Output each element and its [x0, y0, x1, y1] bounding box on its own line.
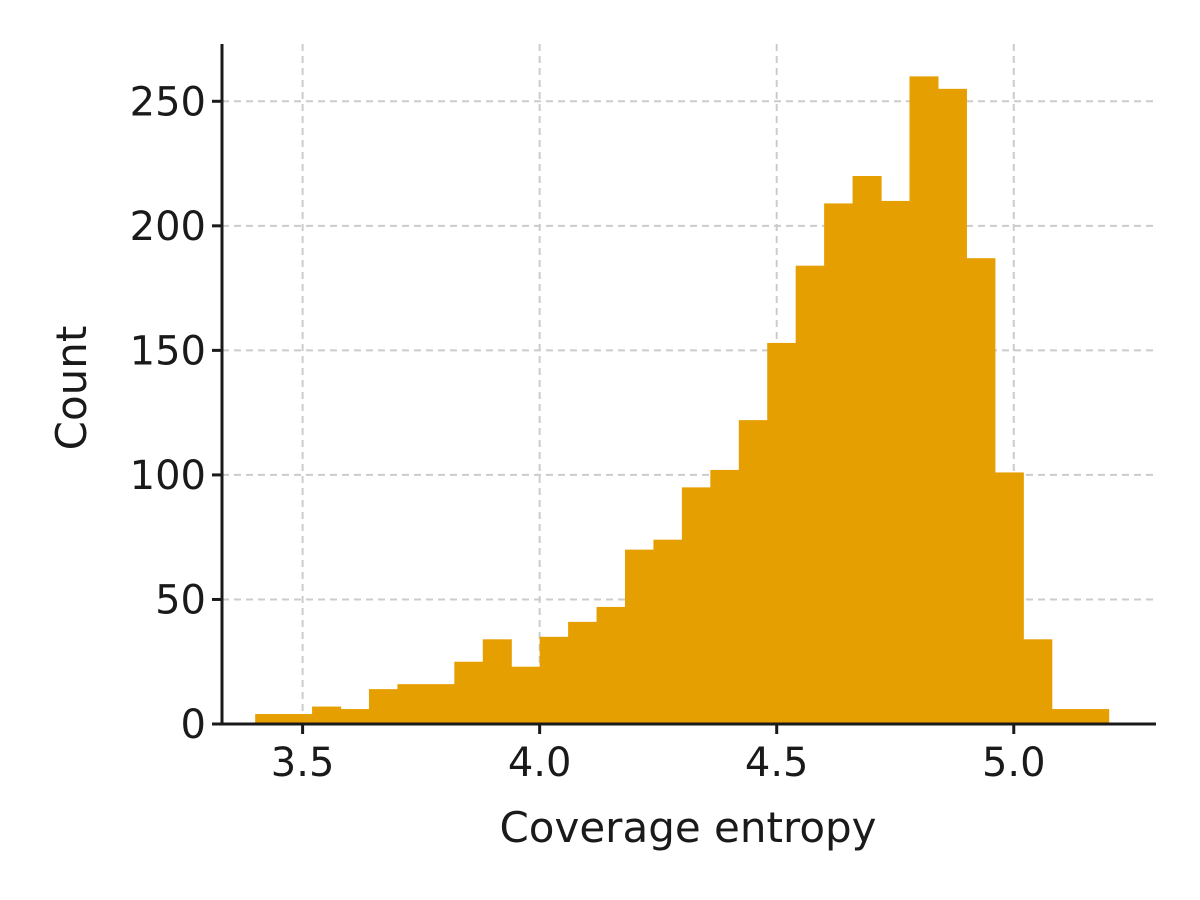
histogram-bar [511, 666, 541, 724]
y-tick-label: 150 [130, 328, 206, 374]
y-ticks: 0 50 100 150 200 250 [130, 79, 222, 748]
y-tick-label: 250 [130, 79, 206, 125]
histogram-bar [596, 606, 626, 724]
histogram-bar [966, 258, 996, 724]
histogram-bar [909, 76, 939, 724]
y-tick-label: 0 [181, 702, 206, 748]
histogram-bar [368, 689, 399, 724]
x-tick-label: 4.0 [508, 740, 572, 786]
histogram-bar [482, 639, 512, 724]
x-tick-label: 4.5 [745, 740, 809, 786]
histogram-bar [824, 203, 854, 724]
histogram-bar [681, 487, 711, 724]
histogram-bar [710, 469, 740, 724]
histogram-bar [881, 200, 911, 724]
histogram-bar [255, 714, 285, 724]
histogram-bar [852, 176, 882, 724]
y-tick-label: 200 [130, 204, 206, 250]
histogram-bar [738, 420, 768, 724]
x-axis-label: Coverage entropy [499, 803, 876, 852]
histogram-bar [340, 709, 370, 724]
histogram-bar [1080, 709, 1110, 724]
histogram-bar [653, 539, 683, 724]
y-tick-label: 50 [155, 577, 206, 623]
histogram-bar [767, 342, 797, 724]
y-tick-label: 100 [130, 453, 206, 499]
histogram-bar [312, 706, 342, 724]
histogram-bar [425, 684, 455, 724]
x-tick-label: 5.0 [982, 740, 1046, 786]
histogram-bar [795, 265, 825, 724]
y-axis-label: Count [47, 326, 96, 451]
histogram-bar [454, 661, 484, 724]
histogram-bar [539, 636, 569, 724]
histogram-bar [397, 684, 427, 724]
histogram-bar [568, 621, 598, 724]
histogram-bar [624, 549, 655, 724]
histogram-bar [1023, 639, 1053, 724]
histogram-bar [283, 714, 313, 724]
x-tick-label: 3.5 [271, 740, 335, 786]
histogram-bar [937, 88, 967, 725]
axes [220, 44, 1156, 726]
bars [255, 76, 1110, 725]
histogram-bar [994, 472, 1024, 724]
x-ticks: 3.5 4.0 4.5 5.0 [271, 724, 1046, 786]
histogram-bar [1051, 709, 1081, 724]
